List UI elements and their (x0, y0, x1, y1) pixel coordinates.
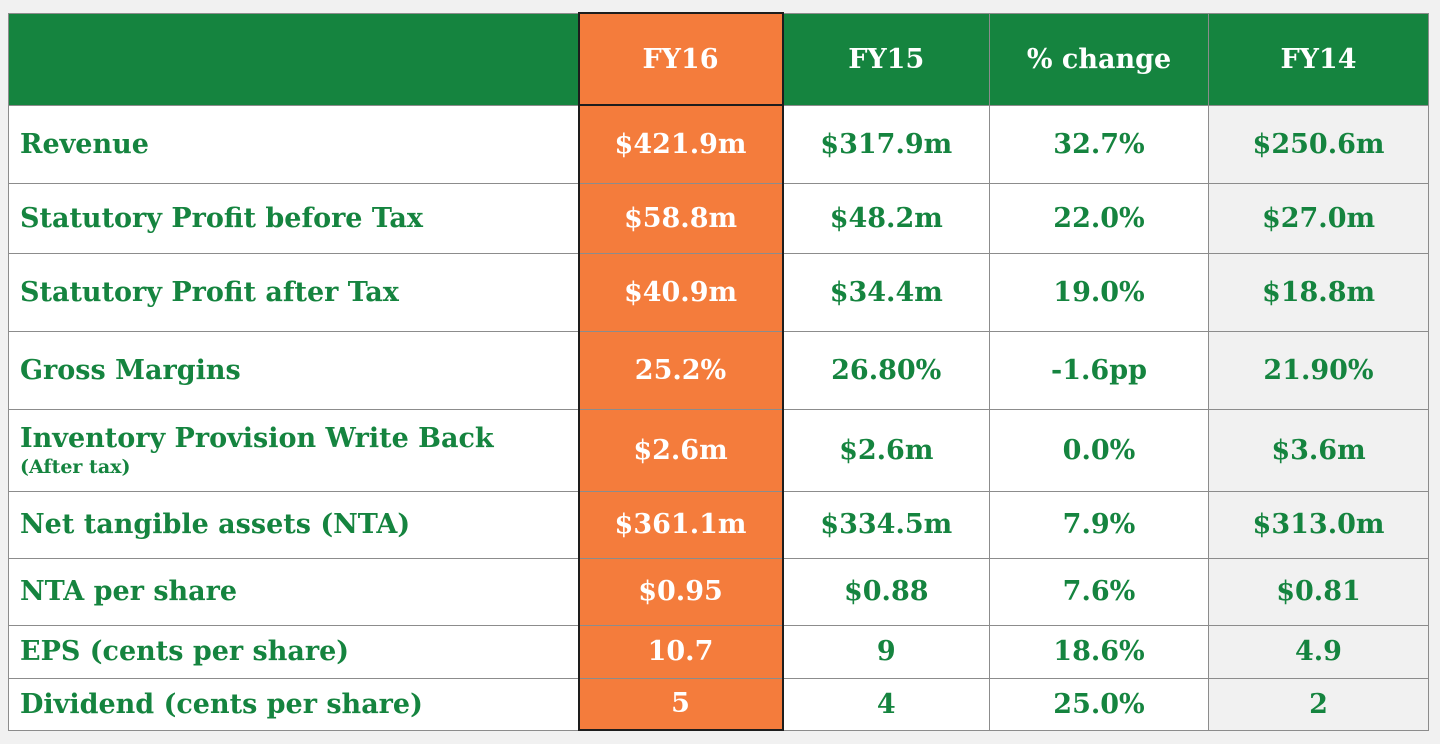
row-label: Revenue (8, 104, 579, 184)
table-header-row: FY16 FY15 % change FY14 (8, 12, 1429, 106)
cell-fy14: 2 (1208, 677, 1429, 731)
row-label-text: Dividend (cents per share) (20, 688, 423, 720)
table-row: Revenue $421.9m $317.9m 32.7% $250.6m (8, 104, 1429, 184)
row-label-text: Revenue (20, 128, 149, 160)
financial-summary-slide: FY16 FY15 % change FY14 Revenue $421.9m … (8, 12, 1429, 731)
cell-fy14: $250.6m (1208, 104, 1429, 184)
cell-fy16: $361.1m (577, 490, 784, 559)
cell-fy14: $0.81 (1208, 557, 1429, 626)
financial-summary-table: FY16 FY15 % change FY14 Revenue $421.9m … (8, 12, 1429, 731)
cell-fy16: $40.9m (577, 252, 784, 332)
cell-percent-change: 18.6% (989, 624, 1209, 679)
row-label-text: Gross Margins (20, 354, 241, 386)
table-row: Statutory Profit after Tax $40.9m $34.4m… (8, 252, 1429, 332)
cell-fy15: 9 (782, 624, 990, 679)
table-row: Gross Margins 25.2% 26.80% -1.6pp 21.90% (8, 330, 1429, 410)
row-label: Dividend (cents per share) (8, 677, 579, 731)
cell-fy14: $3.6m (1208, 408, 1429, 492)
cell-fy16: $58.8m (577, 182, 784, 254)
cell-percent-change: 22.0% (989, 182, 1209, 254)
table-row: Statutory Profit before Tax $58.8m $48.2… (8, 182, 1429, 254)
table-row: Dividend (cents per share) 5 4 25.0% 2 (8, 677, 1429, 731)
row-label-text: Net tangible assets (NTA) (20, 509, 411, 540)
row-label: Net tangible assets (NTA) (8, 490, 579, 559)
cell-fy15: $0.88 (782, 557, 990, 626)
table-row: Net tangible assets (NTA) $361.1m $334.5… (8, 490, 1429, 559)
cell-percent-change: 0.0% (989, 408, 1209, 492)
cell-percent-change: 7.6% (989, 557, 1209, 626)
table-row: Inventory Provision Write Back (After ta… (8, 408, 1429, 492)
row-label-text: Inventory Provision Write Back (20, 422, 494, 454)
cell-fy14: $18.8m (1208, 252, 1429, 332)
cell-fy14: $313.0m (1208, 490, 1429, 559)
cell-fy16: $2.6m (577, 408, 784, 492)
cell-fy16: 25.2% (577, 330, 784, 410)
row-label-text: EPS (cents per share) (20, 636, 350, 667)
cell-percent-change: 32.7% (989, 104, 1209, 184)
cell-fy16: 5 (577, 677, 784, 731)
cell-fy15: 4 (782, 677, 990, 731)
header-fy16: FY16 (577, 12, 784, 106)
cell-fy15: $317.9m (782, 104, 990, 184)
cell-fy14: 4.9 (1208, 624, 1429, 679)
table-row: EPS (cents per share) 10.7 9 18.6% 4.9 (8, 624, 1429, 679)
row-label: Inventory Provision Write Back (After ta… (8, 408, 579, 492)
cell-percent-change: 19.0% (989, 252, 1209, 332)
row-label: Gross Margins (8, 330, 579, 410)
cell-percent-change: -1.6pp (989, 330, 1209, 410)
row-sublabel-text: (After tax) (20, 455, 131, 478)
cell-fy14: $27.0m (1208, 182, 1429, 254)
cell-fy16: $0.95 (577, 557, 784, 626)
header-fy14: FY14 (1208, 12, 1429, 106)
cell-fy16: 10.7 (577, 624, 784, 679)
cell-fy15: 26.80% (782, 330, 990, 410)
cell-fy15: $34.4m (782, 252, 990, 332)
cell-percent-change: 25.0% (989, 677, 1209, 731)
cell-fy16: $421.9m (577, 104, 784, 184)
cell-fy15: $2.6m (782, 408, 990, 492)
cell-fy14: 21.90% (1208, 330, 1429, 410)
row-label-text: Statutory Profit before Tax (20, 202, 423, 234)
cell-percent-change: 7.9% (989, 490, 1209, 559)
row-label-text: NTA per share (20, 576, 238, 607)
row-label: EPS (cents per share) (8, 624, 579, 679)
row-label: NTA per share (8, 557, 579, 626)
cell-fy15: $48.2m (782, 182, 990, 254)
table-row: NTA per share $0.95 $0.88 7.6% $0.81 (8, 557, 1429, 626)
header-label-cell (8, 12, 579, 106)
row-label: Statutory Profit before Tax (8, 182, 579, 254)
row-label: Statutory Profit after Tax (8, 252, 579, 332)
row-label-text: Statutory Profit after Tax (20, 276, 399, 308)
cell-fy15: $334.5m (782, 490, 990, 559)
header-fy15: FY15 (782, 12, 990, 106)
header-percent-change: % change (989, 12, 1209, 106)
